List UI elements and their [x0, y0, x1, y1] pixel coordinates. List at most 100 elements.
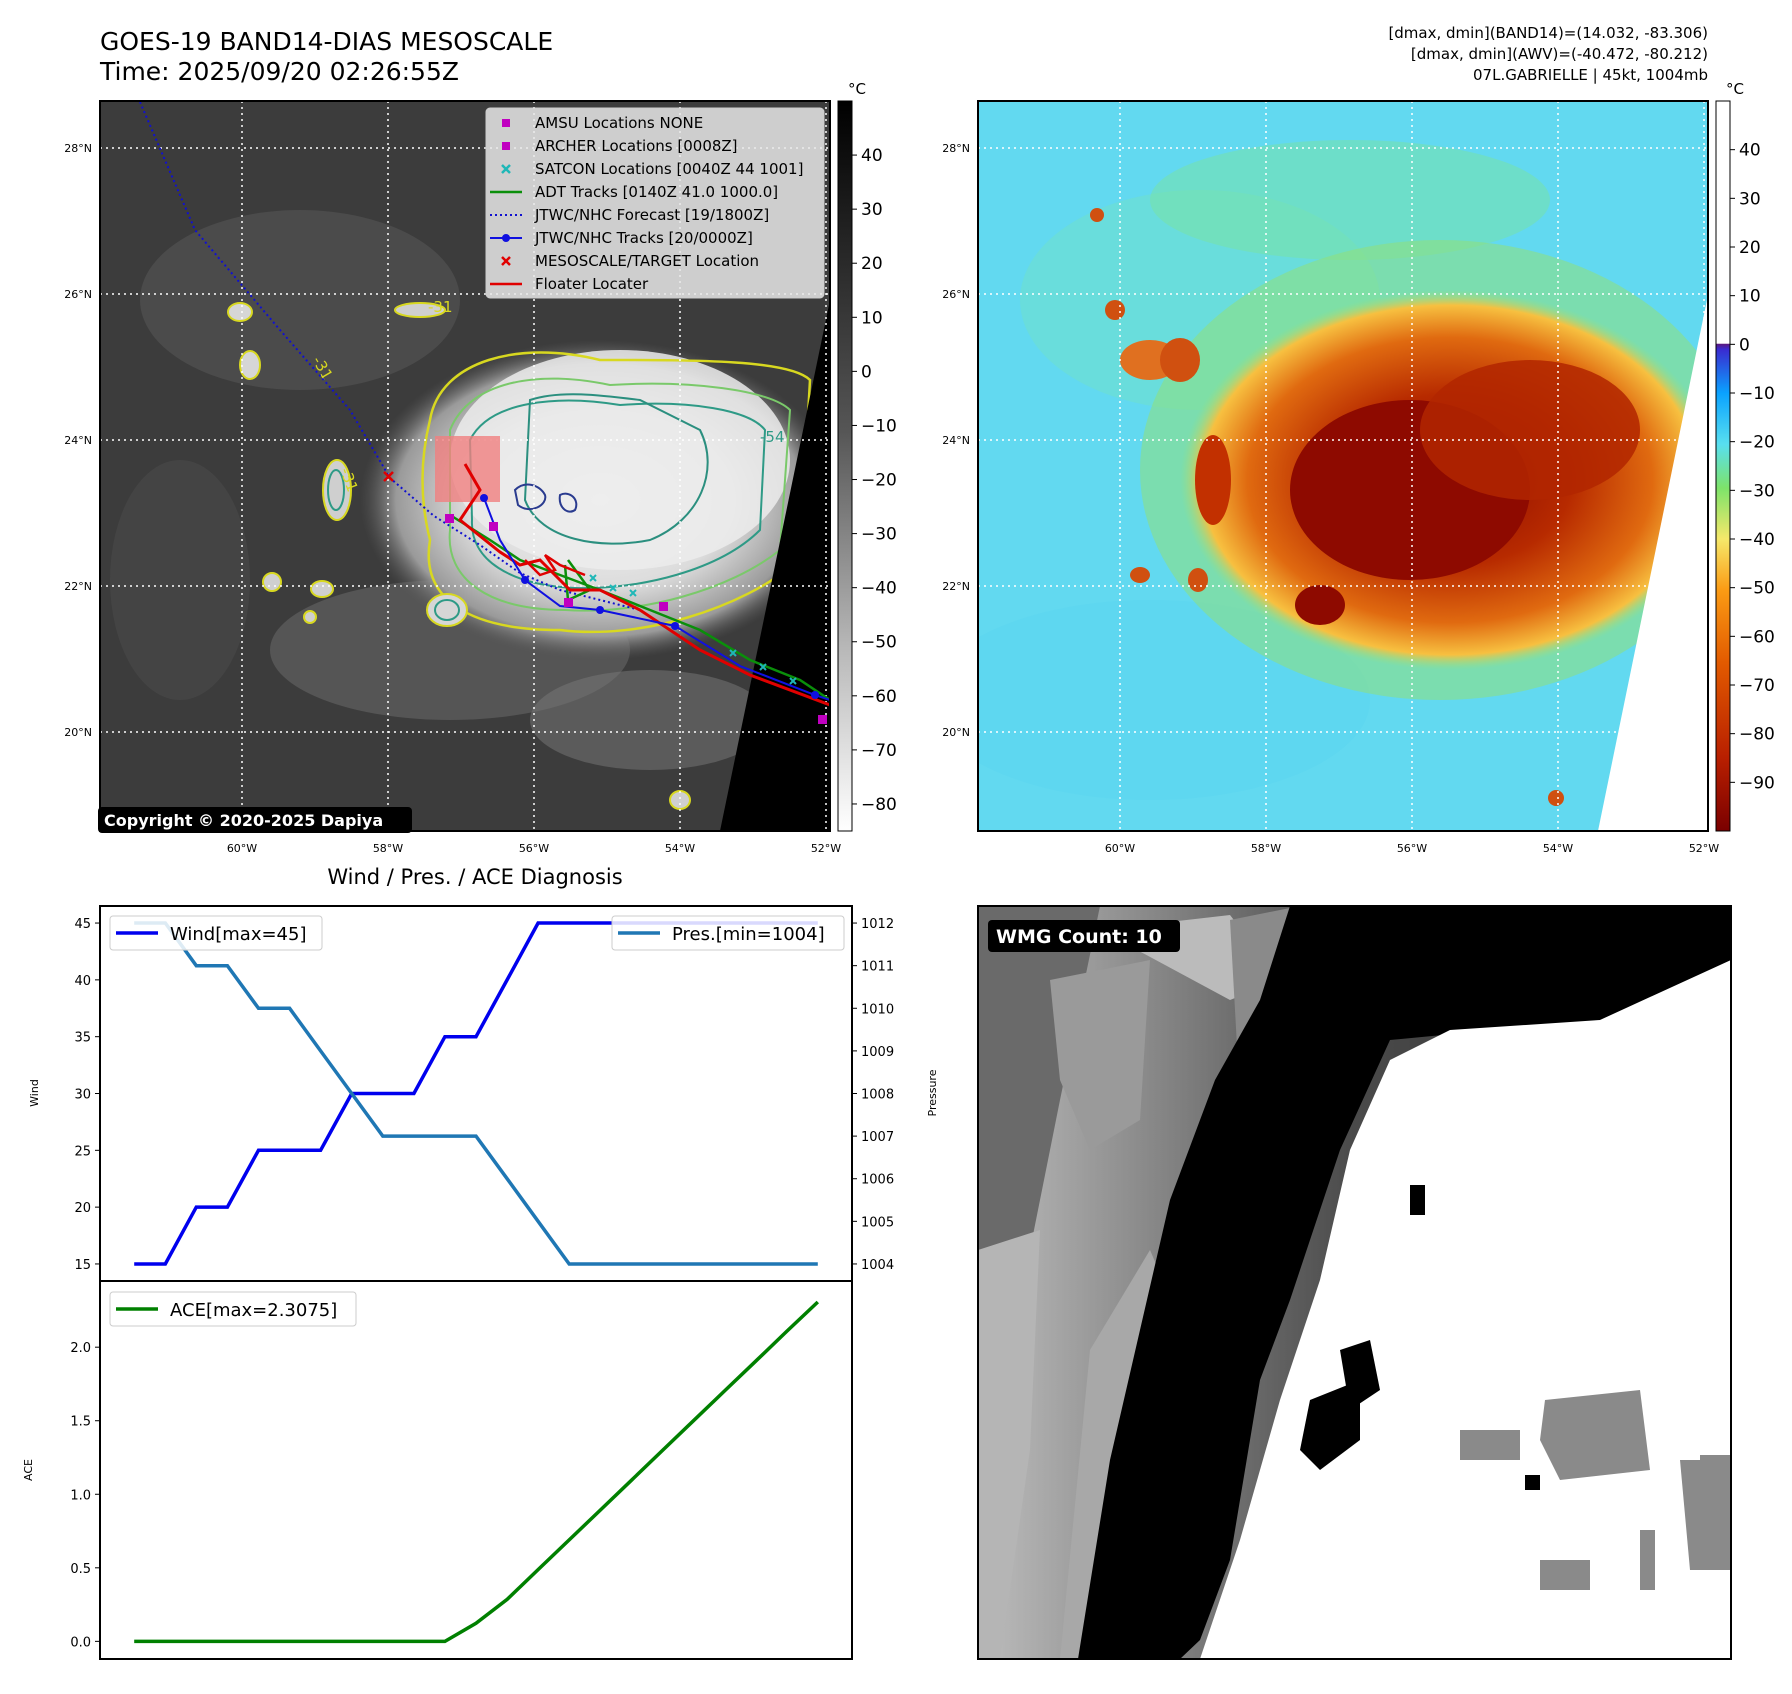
wv-colorbar-tick-label: −50 [1739, 579, 1775, 599]
copyright-text: Copyright © 2020-2025 Dapiya [104, 811, 383, 830]
floater-locater-track [524, 553, 586, 577]
legend-label: Floater Locater [535, 275, 649, 293]
wind-legend-label: Wind[max=45] [170, 924, 307, 945]
adt-track-loop [563, 559, 592, 602]
legend-marker-x [501, 164, 511, 174]
ir-colorbar-tick-label: 30 [861, 200, 883, 220]
wv-colorbar-tick-label: 30 [1739, 189, 1761, 209]
figure-title: GOES-19 BAND14-DIAS MESOSCALE [100, 27, 553, 56]
floater-locater-track [457, 463, 830, 707]
legend-label: JTWC/NHC Forecast [19/1800Z] [534, 206, 769, 224]
legend-label: ARCHER Locations [0008Z] [535, 137, 738, 155]
wv-colorbar-tick-label: −30 [1739, 481, 1775, 501]
legend-marker-x [501, 256, 511, 266]
pressure-series-line [134, 921, 818, 1266]
wv-gridlines [978, 101, 1708, 831]
lat-label: 24°N [64, 434, 92, 447]
wmg-imagery [978, 906, 1731, 1659]
wv-colorbar: °C 40 30 20 10 0 −10 −20 −30 −40 −50 −60 −70 −80 −90 [1715, 80, 1775, 832]
pres-legend: Pres.[min=1004] [611, 915, 845, 951]
pres-ytick-label: 1009 [861, 1045, 894, 1060]
ir-colorbar-tick-label: −50 [861, 633, 897, 653]
pres-ytick-label: 1011 [861, 960, 894, 975]
ir-colorbar-tick-label: −10 [861, 416, 897, 436]
jtwc-track-points [480, 494, 819, 699]
wind-ytick-label: 40 [74, 974, 91, 989]
ir-colorbar-tick-label: 0 [861, 362, 872, 382]
ace-ytick-label: 0.5 [70, 1562, 91, 1577]
ir-colorbar-tick-label: 40 [861, 146, 883, 166]
wv-colorbar-tick-label: −60 [1739, 627, 1775, 647]
ace-ytick-label: 2.0 [70, 1341, 91, 1356]
lat-label: 28°N [942, 142, 970, 155]
ir-colorbar-tick-label: 20 [861, 254, 883, 274]
satcon-markers [589, 574, 797, 685]
wv-imagery [978, 101, 1708, 831]
lon-label: 60°W [227, 842, 257, 855]
ace-ytick-label: 1.0 [70, 1488, 91, 1503]
copyright-badge: Copyright © 2020-2025 Dapiya [98, 807, 412, 833]
info-storm: 07L.GABRIELLE | 45kt, 1004mb [1473, 66, 1708, 84]
ir-lat-labels: 28°N 26°N 24°N 22°N 20°N [64, 142, 92, 739]
wv-colorbar-tick-label: −10 [1739, 384, 1775, 404]
lat-label: 28°N [64, 142, 92, 155]
ir-colorbar-tick-label: −20 [861, 471, 897, 491]
legend-label: ADT Tracks [0140Z 41.0 1000.0] [535, 183, 778, 201]
ace-ylabel: ACE [22, 1459, 35, 1481]
lat-label: 22°N [942, 580, 970, 593]
lat-label: 26°N [64, 288, 92, 301]
wv-colorbar-tick-label: −80 [1739, 725, 1775, 745]
lon-label: 52°W [811, 842, 841, 855]
legend-label: AMSU Locations NONE [535, 114, 703, 132]
lat-label: 22°N [64, 580, 92, 593]
ace-ytick-label: 0.0 [70, 1635, 91, 1650]
pres-ytick-label: 1010 [861, 1002, 894, 1017]
archer-markers [445, 514, 827, 724]
pres-ytick-label: 1012 [861, 917, 894, 932]
wv-lon-labels: 60°W 58°W 56°W 54°W 52°W [1105, 842, 1719, 855]
figure-time: Time: 2025/09/20 02:26:55Z [99, 57, 459, 86]
lon-label: 58°W [373, 842, 403, 855]
lat-label: 20°N [942, 726, 970, 739]
wv-colorbar-tick-label: −90 [1739, 773, 1775, 793]
wmg-count-label: WMG Count: 10 [996, 926, 1162, 948]
pres-ytick-label: 1007 [861, 1130, 894, 1145]
diagnosis-panel: Wind / Pres. / ACE Diagnosis 15 20 25 30 35 4… [22, 865, 939, 1660]
wv-colorbar-tick-label: −40 [1739, 530, 1775, 550]
target-marker [383, 471, 394, 482]
ir-colorbar-tick-label: −80 [861, 795, 897, 815]
pres-ytick-label: 1008 [861, 1088, 894, 1103]
wv-colorbar-tick-label: 10 [1739, 287, 1761, 307]
lon-label: 60°W [1105, 842, 1135, 855]
lat-label: 26°N [942, 288, 970, 301]
info-band14: [dmax, dmin](BAND14)=(14.032, -83.306) [1388, 24, 1708, 42]
legend-marker-square [502, 142, 510, 150]
wmg-count-badge: WMG Count: 10 [988, 920, 1180, 952]
legend-marker-square [502, 119, 510, 127]
lon-label: 54°W [665, 842, 695, 855]
ir-satellite-panel: -31 -31 -31 -54 [64, 80, 897, 855]
info-awv: [dmax, dmin](AWV)=(-40.472, -80.212) [1411, 45, 1708, 63]
wind-ylabel: Wind [28, 1079, 41, 1107]
wv-colorbar-unit: °C [1726, 80, 1744, 98]
lat-label: 24°N [942, 434, 970, 447]
ir-colorbar-unit: °C [848, 80, 866, 98]
lon-label: 54°W [1543, 842, 1573, 855]
adt-track [449, 513, 830, 702]
wv-colorbar-tick-label: −20 [1739, 433, 1775, 453]
wv-lat-labels: 28°N 26°N 24°N 22°N 20°N [942, 142, 970, 739]
lat-label: 20°N [64, 726, 92, 739]
wind-ytick-label: 15 [74, 1258, 91, 1273]
wind-ytick-label: 20 [74, 1201, 91, 1216]
ir-colorbar-tick-label: −40 [861, 579, 897, 599]
lon-label: 56°W [1397, 842, 1427, 855]
ir-colorbar: °C 40 30 20 10 0 −10 −20 −30 −40 −50 −60 −70 −80 [837, 80, 897, 832]
pres-legend-label: Pres.[min=1004] [672, 924, 825, 945]
legend-label: JTWC/NHC Tracks [20/0000Z] [534, 229, 753, 247]
wv-colorbar-tick-label: 20 [1739, 238, 1761, 258]
wind-ytick-label: 25 [74, 1144, 91, 1159]
pres-ytick-label: 1006 [861, 1173, 894, 1188]
wind-legend: Wind[max=45] [109, 915, 323, 951]
ir-colorbar-tick-label: −70 [861, 741, 897, 761]
